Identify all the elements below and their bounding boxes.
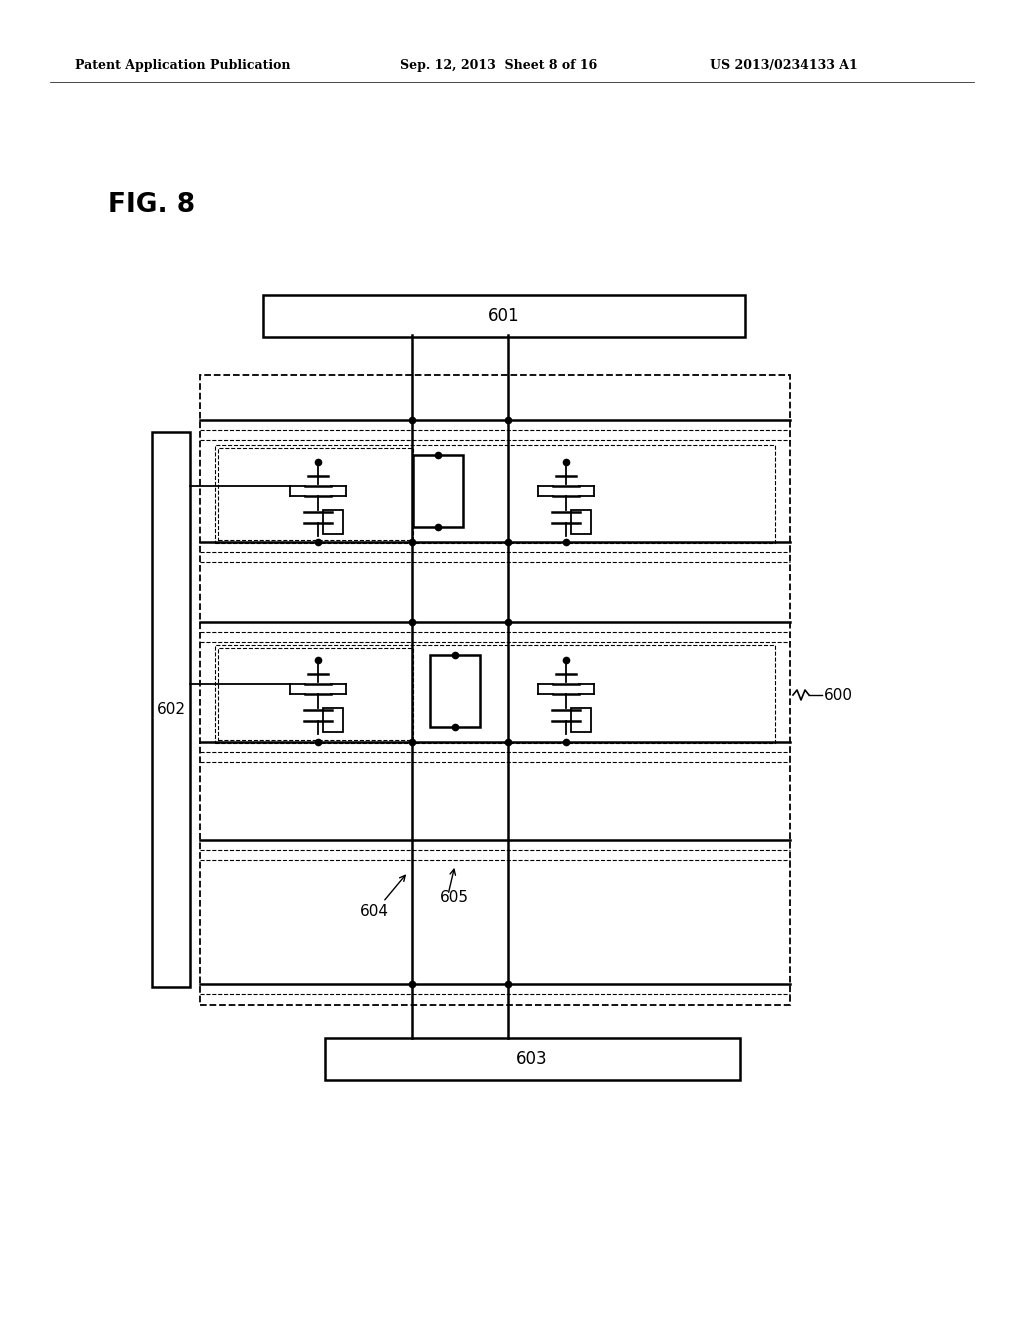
Text: Sep. 12, 2013  Sheet 8 of 16: Sep. 12, 2013 Sheet 8 of 16 <box>400 58 597 71</box>
Bar <box>152 432 190 987</box>
Bar <box>218 648 413 741</box>
Bar <box>413 455 463 527</box>
Bar <box>215 445 775 543</box>
Bar <box>571 510 591 535</box>
Bar <box>200 375 790 1005</box>
Bar <box>215 645 775 743</box>
Bar <box>323 510 343 535</box>
Bar <box>430 655 480 727</box>
Bar <box>325 1038 740 1080</box>
Text: 602: 602 <box>157 702 185 718</box>
Bar <box>263 294 745 337</box>
Text: Patent Application Publication: Patent Application Publication <box>75 58 291 71</box>
Bar <box>571 708 591 733</box>
Bar <box>218 447 413 540</box>
Text: 601: 601 <box>488 308 520 325</box>
Text: 600: 600 <box>824 688 853 702</box>
Bar <box>323 708 343 733</box>
Text: US 2013/0234133 A1: US 2013/0234133 A1 <box>710 58 858 71</box>
Text: 604: 604 <box>360 904 389 920</box>
Text: 603: 603 <box>516 1049 548 1068</box>
Text: FIG. 8: FIG. 8 <box>108 191 196 218</box>
Text: 605: 605 <box>440 891 469 906</box>
